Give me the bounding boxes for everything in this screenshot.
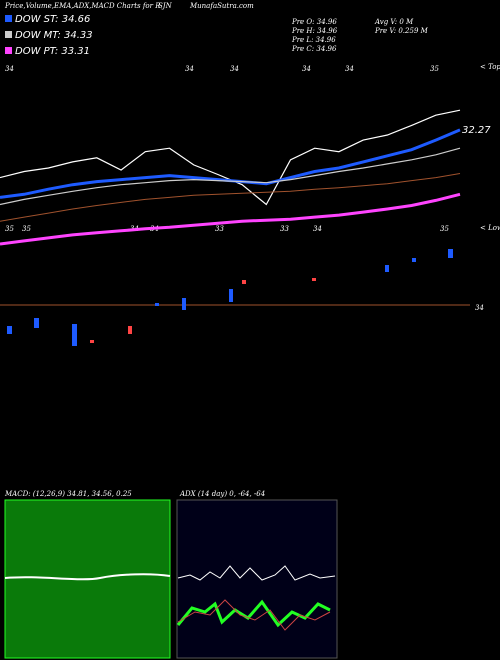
- legend-swatch: [5, 31, 12, 38]
- candle: [90, 340, 94, 343]
- bottom-label: 33: [280, 225, 289, 233]
- bottom-label: 35: [440, 225, 449, 233]
- legend-label: DOW MT: 34.33: [15, 30, 93, 41]
- candle: [34, 318, 39, 328]
- top-label: 34: [230, 65, 239, 73]
- candle: [312, 278, 316, 281]
- adx-panel: [176, 499, 338, 659]
- top-label: 34: [5, 65, 14, 73]
- candle: [242, 280, 246, 284]
- top-label: 35: [430, 65, 439, 73]
- legend-swatch: [5, 15, 12, 22]
- bottom-label: 34: [313, 225, 322, 233]
- stat: Pre H: 34.96: [291, 27, 338, 35]
- candle: [7, 326, 12, 334]
- series-line: [0, 173, 461, 222]
- candle: [229, 289, 233, 302]
- bottom-label: 33: [215, 225, 224, 233]
- candle: [385, 265, 389, 272]
- stat: Pre C: 34.96: [291, 45, 337, 53]
- candle: [182, 298, 186, 310]
- last-label: 32.27: [462, 125, 491, 136]
- stat: Avg V: 0 M: [374, 18, 414, 26]
- candle: [72, 324, 77, 346]
- stat: Pre L: 34.96: [291, 36, 336, 44]
- symbol: SJN: [158, 2, 173, 10]
- adx-di-plus: [177, 565, 336, 581]
- candle: [128, 326, 132, 334]
- candle: [412, 258, 416, 262]
- macd-label: MACD: (12,26,9) 34.81, 34.56, 0.25: [4, 490, 132, 498]
- title: Price,Volume,EMA,ADX,MACD Charts for R: [4, 2, 161, 10]
- level-label: 34: [475, 304, 484, 312]
- macd-line: [4, 573, 171, 581]
- bottom-label: 35: [5, 225, 14, 233]
- tops-label: < Tops: [480, 63, 500, 71]
- candle: [155, 303, 159, 306]
- legend-swatch: [5, 47, 12, 54]
- legend-label: DOW PT: 33.31: [15, 46, 90, 57]
- top-label: 34: [302, 65, 311, 73]
- top-label: 34: [185, 65, 194, 73]
- legend-label: DOW ST: 34.66: [15, 14, 90, 25]
- series-line: [0, 147, 461, 206]
- lows-label: < Lows: [480, 224, 500, 232]
- series-line: [0, 192, 461, 246]
- stat: Pre V: 0.259 M: [374, 27, 429, 35]
- top-label: 34: [345, 65, 354, 73]
- bottom-label: 35: [22, 225, 31, 233]
- adx-label: ADX (14 day) 0, -64, -64: [179, 490, 265, 498]
- stat: Pre O: 34.96: [291, 18, 337, 26]
- site: MunafaSutra.com: [189, 2, 254, 10]
- price-candles: [7, 249, 453, 346]
- adx-di-minus: [177, 599, 331, 631]
- candle: [448, 249, 453, 258]
